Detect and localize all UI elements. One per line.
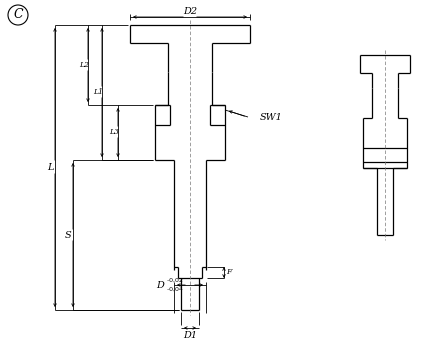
Text: D: D [156, 280, 164, 289]
Text: C: C [13, 9, 23, 22]
Text: F: F [226, 268, 232, 276]
Text: S: S [65, 230, 72, 240]
Text: D2: D2 [183, 6, 197, 16]
Text: L1: L1 [93, 88, 103, 96]
Text: SW1: SW1 [260, 113, 283, 121]
Text: L2: L2 [79, 61, 89, 69]
Text: –0,04: –0,04 [167, 287, 184, 292]
Text: L: L [47, 163, 53, 171]
Text: –0,02: –0,02 [167, 278, 184, 283]
Text: L3: L3 [109, 128, 119, 136]
Text: D1: D1 [183, 331, 197, 339]
